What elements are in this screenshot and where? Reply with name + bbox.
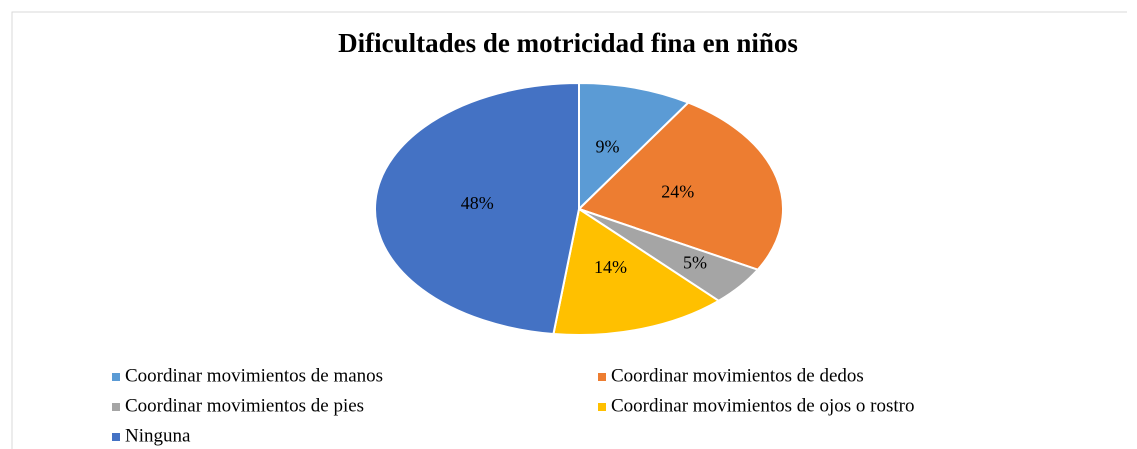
data-label: 48%: [461, 193, 494, 213]
data-label: 24%: [661, 181, 694, 201]
data-label: 14%: [594, 257, 627, 277]
data-label: 5%: [683, 253, 707, 273]
chart-frame: [11, 11, 1127, 449]
legend-swatch: [598, 373, 606, 381]
legend-swatch: [112, 403, 120, 411]
legend-label: Coordinar movimientos de dedos: [611, 365, 864, 386]
chart-title: Dificultades de motricidad fina en niños: [338, 28, 798, 58]
legend-swatch: [112, 433, 120, 441]
legend-label: Coordinar movimientos de pies: [125, 395, 364, 416]
legend-label: Coordinar movimientos de manos: [125, 365, 383, 386]
legend-swatch: [112, 373, 120, 381]
pie-slice: [577, 101, 784, 271]
pie-slice: [374, 81, 580, 336]
data-label: 9%: [595, 137, 619, 157]
pie-slice: [578, 81, 691, 212]
legend-label: Coordinar movimientos de ojos o rostro: [611, 395, 914, 416]
legend-swatch: [598, 403, 606, 411]
legend-label: Ninguna: [125, 425, 191, 446]
pie-slice: [552, 207, 721, 336]
